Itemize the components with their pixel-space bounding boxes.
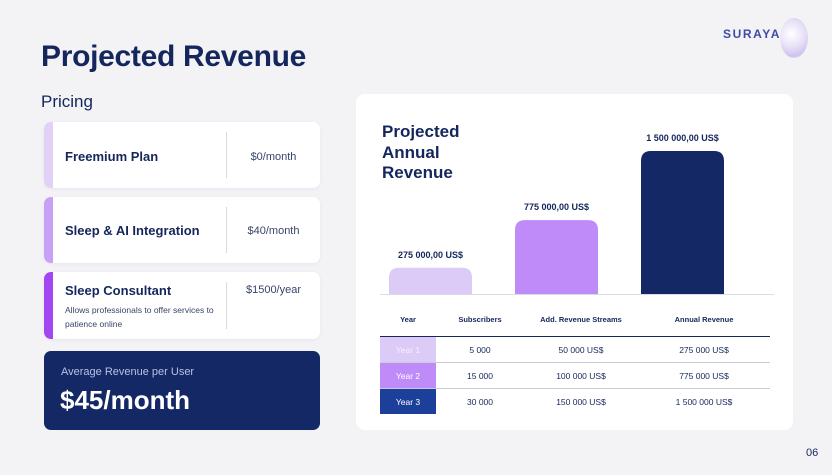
year-cell: Year 2 (380, 362, 436, 389)
logo-orb-icon (780, 18, 808, 58)
bar-value-label: 275 000,00 US$ (398, 250, 463, 260)
plan-accent-bar (44, 197, 53, 263)
plan-price: $0/month (250, 151, 297, 163)
bar-year-3 (641, 151, 724, 294)
revenue-bar-chart: 275 000,00 US$ 775 000,00 US$ 1 500 000,00… (380, 133, 774, 295)
arpu-value: $45/month (60, 385, 191, 415)
column-header-add-revenue: Add. Revenue Streams (540, 315, 622, 324)
plan-name: Sleep Consultant (65, 283, 172, 298)
plan-accent-bar (44, 122, 53, 188)
subscribers-cell: 30 000 (467, 396, 493, 407)
column-header-year: Year (400, 315, 416, 324)
arpu-label: Average Revenue per User (61, 366, 195, 378)
suraya-logo: SURAYA (722, 18, 812, 62)
bar-value-label: 775 000,00 US$ (524, 202, 589, 212)
revenue-table: Year Subscribers Add. Revenue Streams An… (380, 304, 770, 414)
year-cell: Year 3 (380, 388, 436, 414)
page-number: 06 (806, 447, 819, 459)
plan-divider (226, 207, 227, 253)
column-header-subscribers: Subscribers (458, 315, 502, 324)
year-cell: Year 1 (380, 336, 436, 363)
revenue-chart-panel: 275 000,00 US$ 775 000,00 US$ 1 500 000,00… (356, 94, 793, 430)
table-header-row: Year Subscribers Add. Revenue Streams An… (380, 304, 770, 337)
pricing-heading: Pricing (41, 92, 93, 111)
plan-price: $40/month (247, 225, 300, 237)
add-revenue-cell: 150 000 US$ (556, 396, 606, 407)
plan-description: Allows professionals to offer services t… (65, 305, 214, 329)
arpu-card: Average Revenue per User $45/month (44, 351, 320, 430)
bar-year-2 (515, 220, 598, 294)
page-title: Projected Revenue (41, 40, 307, 73)
bar-year-1 (389, 267, 472, 294)
plan-card-freemium: Freemium Plan $0/month (44, 122, 320, 188)
plan-price: $1500/year (245, 284, 302, 296)
chart-title: Projected Annual Revenue (382, 122, 460, 182)
logo-text: SURAYA (723, 27, 782, 41)
plan-divider (226, 282, 227, 329)
plan-card-sleep-consultant: Sleep Consultant Allows professionals to… (44, 272, 320, 339)
table-row: Year 3 30 000 150 000 US$ 1 500 000 US$ (380, 388, 770, 414)
plan-name: Sleep & AI Integration (65, 223, 200, 238)
table-row: Year 1 5 000 50 000 US$ 275 000 US$ (380, 336, 770, 363)
table-row: Year 2 15 000 100 000 US$ 775 000 US$ (380, 362, 770, 389)
annual-revenue-cell: 275 000 US$ (638, 336, 770, 363)
plan-accent-bar (44, 272, 53, 339)
annual-revenue-cell: 775 000 US$ (638, 362, 770, 389)
plan-name: Freemium Plan (65, 149, 159, 164)
column-header-annual-revenue: Annual Revenue (674, 315, 734, 324)
bar-value-label: 1 500 000,00 US$ (646, 133, 719, 143)
add-revenue-cell: 100 000 US$ (524, 362, 638, 389)
subscribers-cell: 5 000 (436, 336, 524, 363)
add-revenue-cell: 50 000 US$ (524, 336, 638, 363)
plan-divider (226, 132, 227, 178)
annual-revenue-cell: 1 500 000 US$ (675, 396, 733, 407)
subscribers-cell: 15 000 (436, 362, 524, 389)
plan-card-sleep-ai: Sleep & AI Integration $40/month (44, 197, 320, 263)
